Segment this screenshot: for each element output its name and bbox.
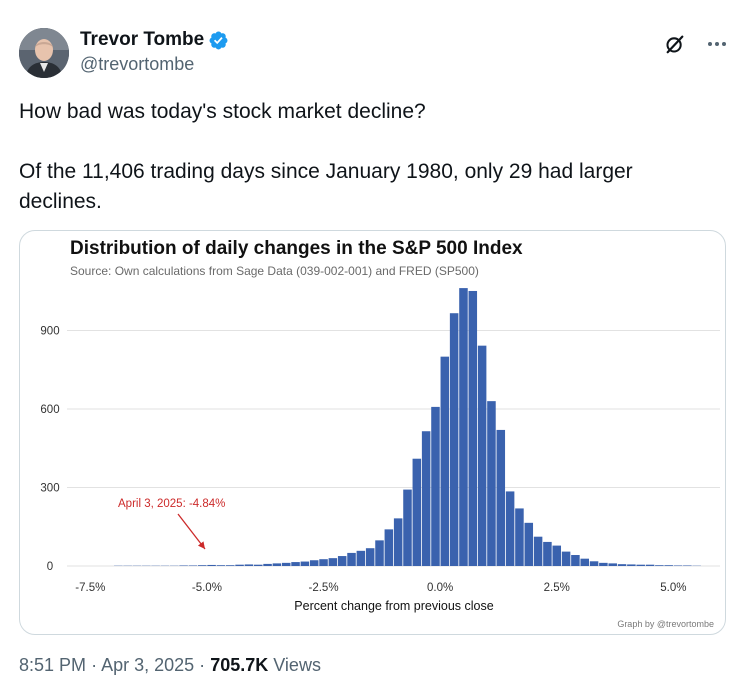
histogram-bar (412, 458, 422, 566)
histogram-bar (655, 565, 664, 566)
histogram-bar (496, 429, 506, 566)
histogram-bar (198, 565, 207, 566)
histogram-bar (328, 558, 338, 566)
chart-credit: Graph by @trevortombe (617, 619, 714, 629)
author-handle[interactable]: @trevortombe (80, 54, 195, 74)
tweet-meta: 8:51 PM · Apr 3, 2025 · 705.7K Views (19, 655, 321, 676)
avatar[interactable] (19, 28, 69, 78)
histogram-bar (561, 551, 571, 566)
tweet-text-line-2: Of the 11,406 trading days since January… (19, 160, 633, 213)
histogram-bar (309, 560, 319, 566)
histogram-bar (599, 562, 608, 566)
views-count: 705.7K (210, 655, 269, 675)
histogram-bar (440, 356, 450, 566)
y-tick-label: 300 (40, 482, 59, 494)
histogram-bar (673, 565, 683, 566)
histogram-bar (580, 558, 589, 566)
histogram-bar (477, 345, 487, 566)
x-tick-label: -5.0% (192, 582, 222, 594)
x-tick-label: -2.5% (309, 582, 339, 594)
x-tick-label: 5.0% (660, 582, 686, 594)
histogram-bar (365, 548, 375, 566)
x-tick-label: 0.0% (427, 582, 453, 594)
histogram-bar (459, 288, 468, 566)
grok-icon[interactable] (664, 33, 686, 55)
tweet-media-image[interactable]: Distribution of daily changes in the S&P… (19, 230, 726, 635)
histogram-bar (627, 564, 636, 566)
histogram-bar (589, 561, 599, 566)
histogram-bar (263, 563, 272, 566)
meta-separator: · (199, 655, 206, 675)
histogram-bar (403, 489, 412, 566)
histogram-bar (431, 406, 440, 566)
histogram-bar (300, 561, 310, 566)
x-tick-label: 2.5% (544, 582, 570, 594)
histogram-bar (487, 401, 496, 566)
histogram-bar (515, 508, 524, 566)
histogram-bar (235, 564, 244, 566)
chart-x-ticks: -7.5% -5.0% -2.5% 0.0% 2.5% 5.0% (75, 582, 686, 594)
histogram-bar (356, 550, 366, 566)
histogram-bar (216, 565, 226, 566)
annotation-arrow-line (177, 513, 206, 550)
chart-subtitle: Source: Own calculations from Sage Data … (70, 264, 479, 278)
histogram-bar (664, 565, 673, 566)
views-label: Views (273, 655, 321, 675)
histogram-bar (393, 518, 403, 566)
histogram-bar (468, 290, 478, 566)
chart-y-ticks: 0 300 600 900 (40, 325, 59, 573)
histogram-bar (645, 564, 655, 566)
meta-separator: · (91, 655, 98, 675)
more-icon[interactable] (706, 34, 728, 54)
histogram-bar (347, 552, 356, 566)
tweet-time[interactable]: 8:51 PM (19, 655, 87, 675)
histogram-bar (571, 555, 580, 566)
histogram-bar (179, 565, 188, 566)
tweet-date[interactable]: Apr 3, 2025 (101, 655, 195, 675)
chart-gridlines (67, 329, 720, 567)
histogram-bar (683, 565, 692, 566)
histogram-chart: Distribution of daily changes in the S&P… (40, 238, 720, 629)
histogram-bar (253, 564, 263, 566)
chart-annotation: April 3, 2025: -4.84% (118, 498, 225, 550)
y-tick-label: 600 (40, 404, 59, 416)
verified-badge-icon (209, 31, 228, 49)
histogram-bar (225, 565, 235, 566)
y-tick-label: 0 (47, 561, 53, 573)
chart-bars (114, 288, 701, 566)
x-tick-label: -7.5% (75, 582, 105, 594)
histogram-bar (384, 529, 394, 566)
chart-title: Distribution of daily changes in the S&P… (70, 238, 523, 259)
annotation-label: April 3, 2025: -4.84% (118, 498, 225, 510)
histogram-bar (281, 562, 291, 566)
histogram-bar (552, 545, 562, 566)
histogram-bar (421, 431, 431, 566)
histogram-bar (337, 556, 347, 566)
histogram-bar (608, 563, 617, 566)
histogram-bar (505, 491, 515, 566)
histogram-bar (636, 564, 645, 566)
avatar-image (19, 28, 69, 78)
author-display-name[interactable]: Trevor Tombe (80, 29, 229, 51)
histogram-bar (533, 536, 543, 566)
histogram-bar (319, 559, 328, 566)
tweet-text-line-1: How bad was today's stock market decline… (19, 100, 426, 123)
y-tick-label: 900 (40, 325, 59, 337)
histogram-bar (617, 564, 627, 566)
author-name-text[interactable]: Trevor Tombe (80, 29, 205, 50)
histogram-bar (244, 564, 254, 566)
annotation-arrow-head-icon (197, 541, 205, 549)
tweet-text: How bad was today's stock market decline… (19, 97, 699, 217)
histogram-bar (291, 562, 300, 566)
histogram-bar (188, 565, 198, 566)
histogram-bar (543, 541, 552, 566)
histogram-bar (272, 563, 282, 566)
histogram-bar (375, 540, 384, 566)
histogram-bar (449, 313, 459, 566)
chart-x-axis-label: Percent change from previous close (294, 599, 493, 613)
histogram-bar (524, 522, 534, 566)
histogram-bar (207, 564, 216, 566)
